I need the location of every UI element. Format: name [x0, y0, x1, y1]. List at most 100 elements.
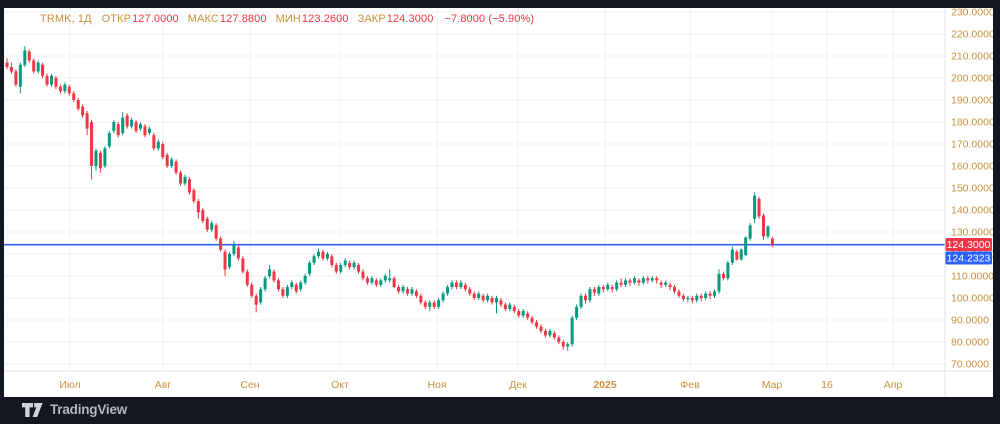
price-axis-label: 160.0000	[951, 161, 993, 173]
candle-body	[770, 238, 774, 245]
legend-close: ЗАКР124.3000	[357, 13, 434, 25]
candle-body	[739, 249, 743, 260]
candle-body	[339, 265, 343, 272]
candle-body	[517, 311, 521, 316]
candle-body	[730, 249, 734, 263]
candle-body	[619, 282, 623, 285]
candle-body	[41, 64, 45, 76]
candle-body	[5, 62, 9, 67]
candle-body	[592, 289, 596, 293]
candle-body	[334, 265, 338, 272]
candle-body	[637, 280, 641, 283]
tradingview-logo[interactable]: TradingView	[22, 402, 127, 417]
candle-body	[379, 280, 383, 285]
candlestick-chart[interactable]: 230.0000 220.0000 210.0000 200.0000 190.0000…	[4, 8, 993, 397]
candle-body	[219, 238, 223, 250]
candle-body	[290, 282, 294, 287]
candle-body	[450, 282, 454, 287]
candle-body	[254, 295, 258, 305]
candle-body	[539, 326, 543, 331]
candle-body	[187, 179, 191, 193]
symbol-title[interactable]: TRMK, 1Д	[40, 13, 92, 25]
candle-body	[762, 215, 765, 237]
candle-body	[543, 331, 547, 336]
candle-body	[325, 254, 329, 259]
price-axis-label: 70.0000	[951, 359, 989, 371]
candle-body	[673, 287, 676, 292]
candle-body	[584, 295, 587, 301]
candle-body	[236, 247, 240, 259]
legend-high: МАКС127.8800	[187, 13, 267, 25]
candle-body	[183, 177, 187, 184]
candle-body	[165, 155, 169, 166]
price-axis-label: 210.0000	[951, 51, 993, 63]
candle-body	[107, 133, 111, 147]
candle-body	[530, 317, 534, 323]
time-axis-label: Сен	[240, 379, 259, 391]
candle-body	[428, 302, 432, 307]
candle-body	[317, 251, 320, 257]
time-axis-label: Авг	[155, 379, 172, 391]
candle-body	[388, 278, 392, 281]
candle-body	[125, 115, 129, 127]
candle-body	[81, 106, 85, 116]
price-axis-label: 150.0000	[951, 183, 993, 195]
candle-body	[401, 287, 405, 292]
candle-body	[606, 284, 610, 290]
time-axis[interactable]: Июл Авг Сен Окт Ноя Дек 2025 Фев Мар 16 Апр	[59, 379, 902, 391]
candle-body	[535, 322, 539, 327]
candle-body	[521, 311, 525, 316]
candle-body	[116, 124, 120, 136]
candle-body	[459, 282, 463, 287]
candle-body	[214, 225, 218, 239]
candle-body	[361, 271, 365, 279]
price-axis-label: 180.0000	[951, 117, 993, 129]
candle-body	[557, 337, 561, 342]
candle-body	[9, 67, 13, 72]
candle-body	[357, 265, 361, 272]
candle-body	[766, 226, 770, 237]
candle-body	[139, 124, 142, 129]
candle-body	[646, 278, 650, 281]
candle-body	[668, 284, 672, 287]
candle-body	[757, 199, 761, 217]
candle-body	[748, 225, 752, 239]
candle-body	[628, 280, 632, 283]
candle-body	[392, 278, 396, 287]
price-axis[interactable]: 230.0000 220.0000 210.0000 200.0000 190.0000…	[945, 8, 994, 371]
candle-body	[468, 289, 472, 294]
price-axis-label: 90.0000	[951, 315, 989, 327]
candle-body	[170, 159, 174, 166]
candle-body	[677, 291, 681, 296]
candle-body	[50, 75, 53, 85]
price-axis-label: 130.0000	[951, 227, 993, 239]
candle-body	[370, 278, 374, 283]
candle-body	[268, 269, 272, 276]
candle-body	[414, 291, 418, 296]
candle-body	[704, 293, 708, 298]
candle-body	[32, 60, 36, 72]
price-axis-label: 230.0000	[951, 8, 993, 19]
candle-body	[432, 302, 436, 307]
candle-body	[374, 280, 378, 285]
candle-body	[343, 260, 347, 265]
candle-body	[410, 289, 414, 294]
candle-body	[312, 256, 316, 263]
candle-body	[477, 293, 481, 298]
time-axis-label: Ноя	[427, 379, 446, 391]
price-axis-label: 190.0000	[951, 95, 993, 107]
price-axis-label: 100.0000	[951, 293, 993, 305]
candle-body	[681, 295, 685, 300]
price-axis-label: 140.0000	[951, 205, 993, 217]
candle-body	[54, 78, 58, 87]
time-axis-label: Окт	[331, 379, 349, 391]
candle-body	[721, 273, 725, 279]
candle-body	[610, 287, 614, 290]
candle-body	[397, 287, 401, 292]
candle-body	[570, 317, 574, 345]
candle-body	[147, 128, 151, 133]
candle-body	[503, 304, 507, 309]
last-price-badge	[945, 238, 992, 252]
candle-body	[472, 293, 476, 298]
price-axis-label: 200.0000	[951, 73, 993, 85]
